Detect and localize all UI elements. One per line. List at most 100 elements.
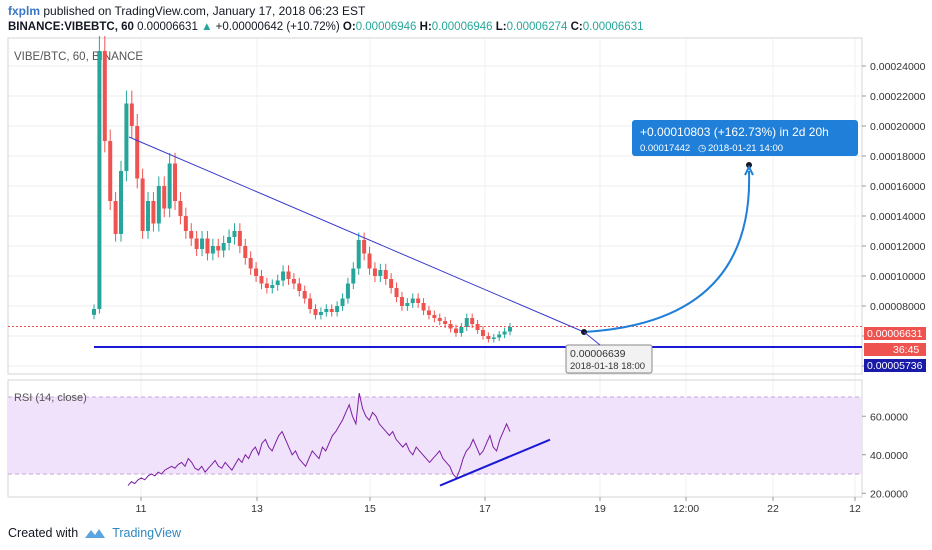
candle-body <box>291 279 296 284</box>
candle-body <box>497 334 502 338</box>
candle-body <box>443 321 448 324</box>
point-price: 0.00006639 <box>570 348 626 360</box>
candle-body <box>129 103 134 126</box>
candle-body <box>248 258 253 269</box>
candle-body <box>426 310 431 315</box>
candle-body <box>459 327 464 333</box>
candle-body <box>389 279 394 288</box>
price-tick-label: 0.00014000 <box>870 211 926 223</box>
candle-body <box>113 201 118 234</box>
time-tick-label: 11 <box>136 503 147 515</box>
projection-arc[interactable] <box>583 170 751 333</box>
current-price-badge-text: 0.00006631 <box>867 328 923 340</box>
created-with-text: Created with <box>8 526 79 540</box>
price-tick-label: 0.00018000 <box>870 151 926 163</box>
candle-body <box>151 201 156 224</box>
price-chart[interactable]: VIBE/BTC, 60, BINANCE RSI (14, close) 0.… <box>0 0 932 520</box>
rsi-axis: 60.0000 40.0000 20.0000 <box>862 411 908 500</box>
price-axis[interactable]: 0.00024000 0.00022000 0.00020000 0.00018000… <box>862 61 926 373</box>
candle-body <box>264 283 269 288</box>
candle-body <box>124 103 129 171</box>
candle-body <box>297 283 302 291</box>
axis-badges: 0.00006631 36:45 0.00005736 <box>864 327 926 372</box>
candle-body <box>470 318 475 324</box>
candle-body <box>416 298 421 303</box>
high-value: 0.00006946 <box>431 21 493 33</box>
open-value: 0.00006946 <box>355 21 417 33</box>
candle-body <box>259 276 264 284</box>
candle-body <box>394 288 399 297</box>
candle-body <box>432 315 437 318</box>
candle-body <box>286 271 291 279</box>
candle-body <box>254 268 259 276</box>
tradingview-brand-link[interactable]: TradingView <box>112 526 181 540</box>
candle-body <box>92 309 96 315</box>
candle-body <box>210 246 215 254</box>
rsi-line <box>127 392 511 486</box>
candle-body <box>367 253 372 269</box>
footer: Created with TradingView <box>8 526 181 540</box>
price-tick-label: 0.00016000 <box>870 181 926 193</box>
candle-body <box>281 271 286 281</box>
candle-body <box>102 51 107 141</box>
last-price: 0.00006631 <box>137 21 198 33</box>
time-tick-label: 17 <box>479 503 491 515</box>
point-label-box <box>565 344 653 374</box>
candle-body <box>437 318 442 321</box>
high-label: H: <box>419 21 432 33</box>
author-link[interactable]: fxplm <box>8 4 41 18</box>
candle-body <box>119 171 124 234</box>
candles <box>92 36 512 343</box>
candle-body <box>486 336 491 339</box>
support-badge <box>864 359 926 372</box>
candle-body <box>345 283 350 299</box>
candle-body <box>340 298 345 306</box>
rsi-polyline <box>127 392 511 486</box>
projection-box <box>632 120 858 156</box>
candle-body <box>372 268 377 276</box>
price-tick-label: 0.00008000 <box>870 301 926 313</box>
candle-body <box>335 306 340 312</box>
candle-body <box>275 280 280 285</box>
candle-body <box>140 178 145 231</box>
rsi-tick-label: 20.0000 <box>870 488 908 500</box>
candle-body <box>205 238 210 254</box>
time-axis[interactable]: 11 13 15 17 19 12:00 22 12 <box>136 497 861 515</box>
candle-body <box>421 303 426 311</box>
support-badge-text: 0.00005736 <box>867 360 923 372</box>
countdown-badge <box>864 343 926 356</box>
candle-body <box>351 268 356 284</box>
candle-body <box>313 309 318 315</box>
close-label: C: <box>570 21 583 33</box>
candle-body <box>378 270 383 276</box>
close-value: 0.00006631 <box>582 21 644 33</box>
candle-body <box>237 231 242 246</box>
trendline-extension <box>583 331 601 346</box>
time-tick-label: 22 <box>767 503 779 515</box>
candle-body <box>302 291 307 299</box>
projection-target-time: 2018-01-21 14:00 <box>708 143 783 154</box>
candle-body <box>464 318 469 327</box>
tradingview-logo-icon <box>85 529 106 538</box>
projection-arrow-head <box>744 164 754 176</box>
time-tick-label: 13 <box>251 503 263 515</box>
candle-body <box>308 298 313 309</box>
candle-body <box>194 238 199 249</box>
candle-body <box>480 330 485 336</box>
candle-body <box>243 246 248 258</box>
candle-body <box>383 270 388 279</box>
time-tick-label: 12:00 <box>673 503 699 515</box>
descending-trendline[interactable] <box>128 136 585 333</box>
point-time: 2018-01-18 18:00 <box>570 361 645 372</box>
rsi-tick-label: 60.0000 <box>870 411 908 423</box>
candle-body <box>324 309 329 312</box>
candle-body <box>232 231 237 237</box>
candle-body <box>399 297 404 306</box>
candle-body <box>491 337 496 339</box>
candle-body <box>405 303 410 306</box>
rsi-trendline[interactable] <box>439 438 551 487</box>
candle-body <box>146 201 151 231</box>
candle-body <box>178 201 183 216</box>
rsi-tick-label: 40.0000 <box>870 450 908 462</box>
low-value: 0.00006274 <box>506 21 568 33</box>
